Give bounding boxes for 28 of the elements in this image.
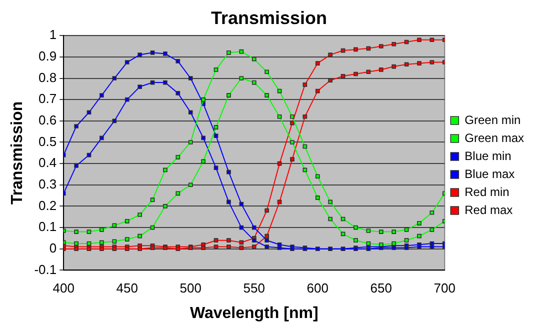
x-tick-label: 400 <box>52 280 74 296</box>
y-tick-label: 0.1 <box>38 219 57 234</box>
x-tick-label: 700 <box>434 280 456 296</box>
x-tick-label: 550 <box>243 280 265 296</box>
x-tick-label: 450 <box>116 280 138 296</box>
legend-label: Blue max <box>464 166 515 181</box>
chart-title: Transmission <box>210 8 328 28</box>
y-tick-label: 1 <box>49 27 57 42</box>
y-tick-label: 0.3 <box>38 176 57 192</box>
legend-label: Red max <box>464 202 513 217</box>
y-tick-label: 0 <box>49 240 57 256</box>
y-axis-title: Transmission <box>9 101 26 204</box>
y-tick-label: 0.8 <box>38 70 57 85</box>
y-tick-label: -0.1 <box>34 262 57 277</box>
x-axis-title: Wavelength [nm] <box>190 304 318 322</box>
x-tick-label: 600 <box>306 280 328 296</box>
y-tick-label: 0.4 <box>38 155 57 170</box>
x-tick-label: 500 <box>180 280 202 296</box>
y-tick-label: 0.9 <box>38 48 57 64</box>
legend-label: Blue min <box>464 148 512 163</box>
y-tick-label: 0.5 <box>38 134 57 149</box>
y-tick-label: 0.7 <box>38 91 57 106</box>
y-tick-label: 0.2 <box>38 198 57 213</box>
legend-label: Red min <box>464 184 510 199</box>
legend-label: Green max <box>464 130 524 145</box>
y-tick-label: 0.6 <box>38 112 57 128</box>
x-tick-label: 650 <box>370 280 392 296</box>
legend-label: Green min <box>464 112 521 127</box>
